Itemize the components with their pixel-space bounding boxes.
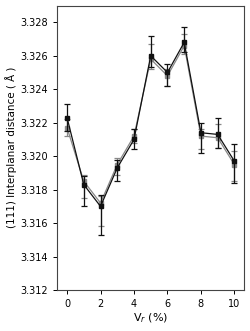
X-axis label: V$_r$ (%): V$_r$ (%) [133,312,168,325]
Y-axis label: (111) Interplanar distance ( Å ): (111) Interplanar distance ( Å ) [6,67,18,228]
